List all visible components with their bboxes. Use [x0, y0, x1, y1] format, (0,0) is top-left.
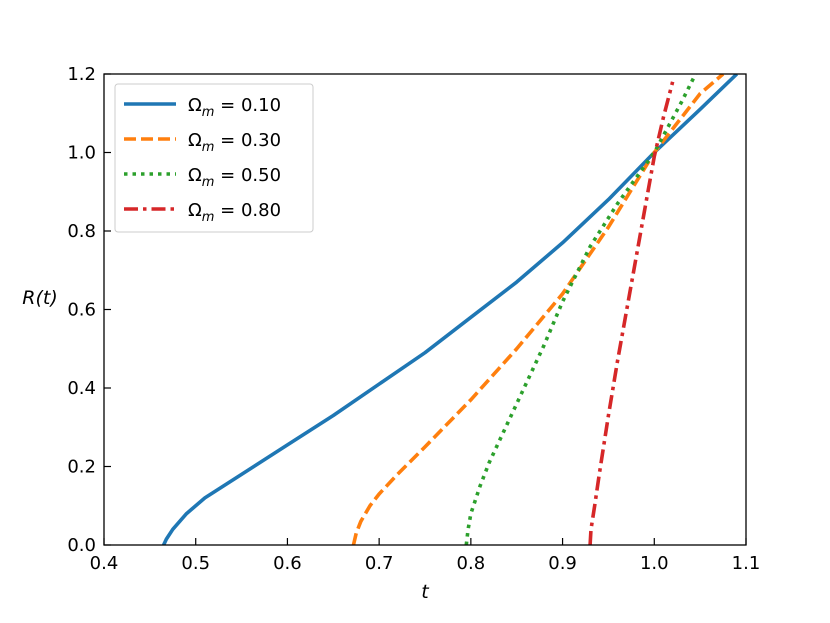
legend-entry-1: Ωm = 0.10	[188, 95, 281, 120]
legend-value: 0.10	[241, 95, 281, 116]
x-tick-label: 0.6	[273, 553, 302, 574]
x-axis-label: t	[421, 581, 430, 603]
y-tick-label: 0.4	[67, 378, 96, 399]
series-line-2	[351, 74, 725, 545]
series-line-3	[464, 74, 698, 545]
legend-relation: =	[214, 200, 241, 221]
y-tick-label: 0.8	[67, 221, 96, 242]
x-tick-label: 1.1	[732, 553, 761, 574]
legend-subscript: m	[202, 140, 215, 155]
y-tick-label: 0.2	[67, 457, 96, 478]
x-tick-label: 1.0	[640, 553, 669, 574]
legend-entry-3: Ωm = 0.50	[188, 165, 281, 190]
x-tick-label: 0.5	[181, 553, 210, 574]
legend-symbol: Ω	[188, 200, 202, 221]
legend-subscript: m	[202, 210, 215, 225]
series-line-4	[588, 81, 675, 545]
legend-box	[114, 83, 314, 233]
legend-value: 0.80	[241, 200, 281, 221]
legend-entry-4: Ωm = 0.80	[188, 200, 281, 225]
series-layer	[161, 74, 739, 545]
legend-relation: =	[214, 165, 241, 186]
y-axis-label: R(t)	[22, 287, 57, 309]
legend-relation: =	[214, 95, 241, 116]
legend-value: 0.30	[241, 130, 281, 151]
x-tick-label: 0.8	[457, 553, 486, 574]
legend-symbol: Ω	[188, 130, 202, 151]
tick-layer: 0.4 0.5 0.6 0.7 0.8 0.9 1.0 1.1 0.0 0.2 0.4 0.6 0.8 1…	[67, 64, 760, 574]
x-tick-label: 0.4	[90, 553, 119, 574]
y-tick-label: 1.2	[67, 64, 96, 85]
legend-symbol: Ω	[188, 95, 202, 116]
y-tick-label: 0.6	[67, 300, 96, 321]
legend-symbol: Ω	[188, 165, 202, 186]
x-tick-label: 0.7	[365, 553, 394, 574]
y-tick-label: 1.0	[67, 143, 96, 164]
series-line-1	[161, 74, 739, 545]
legend-relation: =	[214, 130, 241, 151]
legend-subscript: m	[202, 105, 215, 120]
x-tick-label: 0.9	[548, 553, 577, 574]
y-tick-label: 0.0	[67, 535, 96, 556]
legend-value: 0.50	[241, 165, 281, 186]
legend-entry-2: Ωm = 0.30	[188, 130, 281, 155]
legend-subscript: m	[202, 175, 215, 190]
